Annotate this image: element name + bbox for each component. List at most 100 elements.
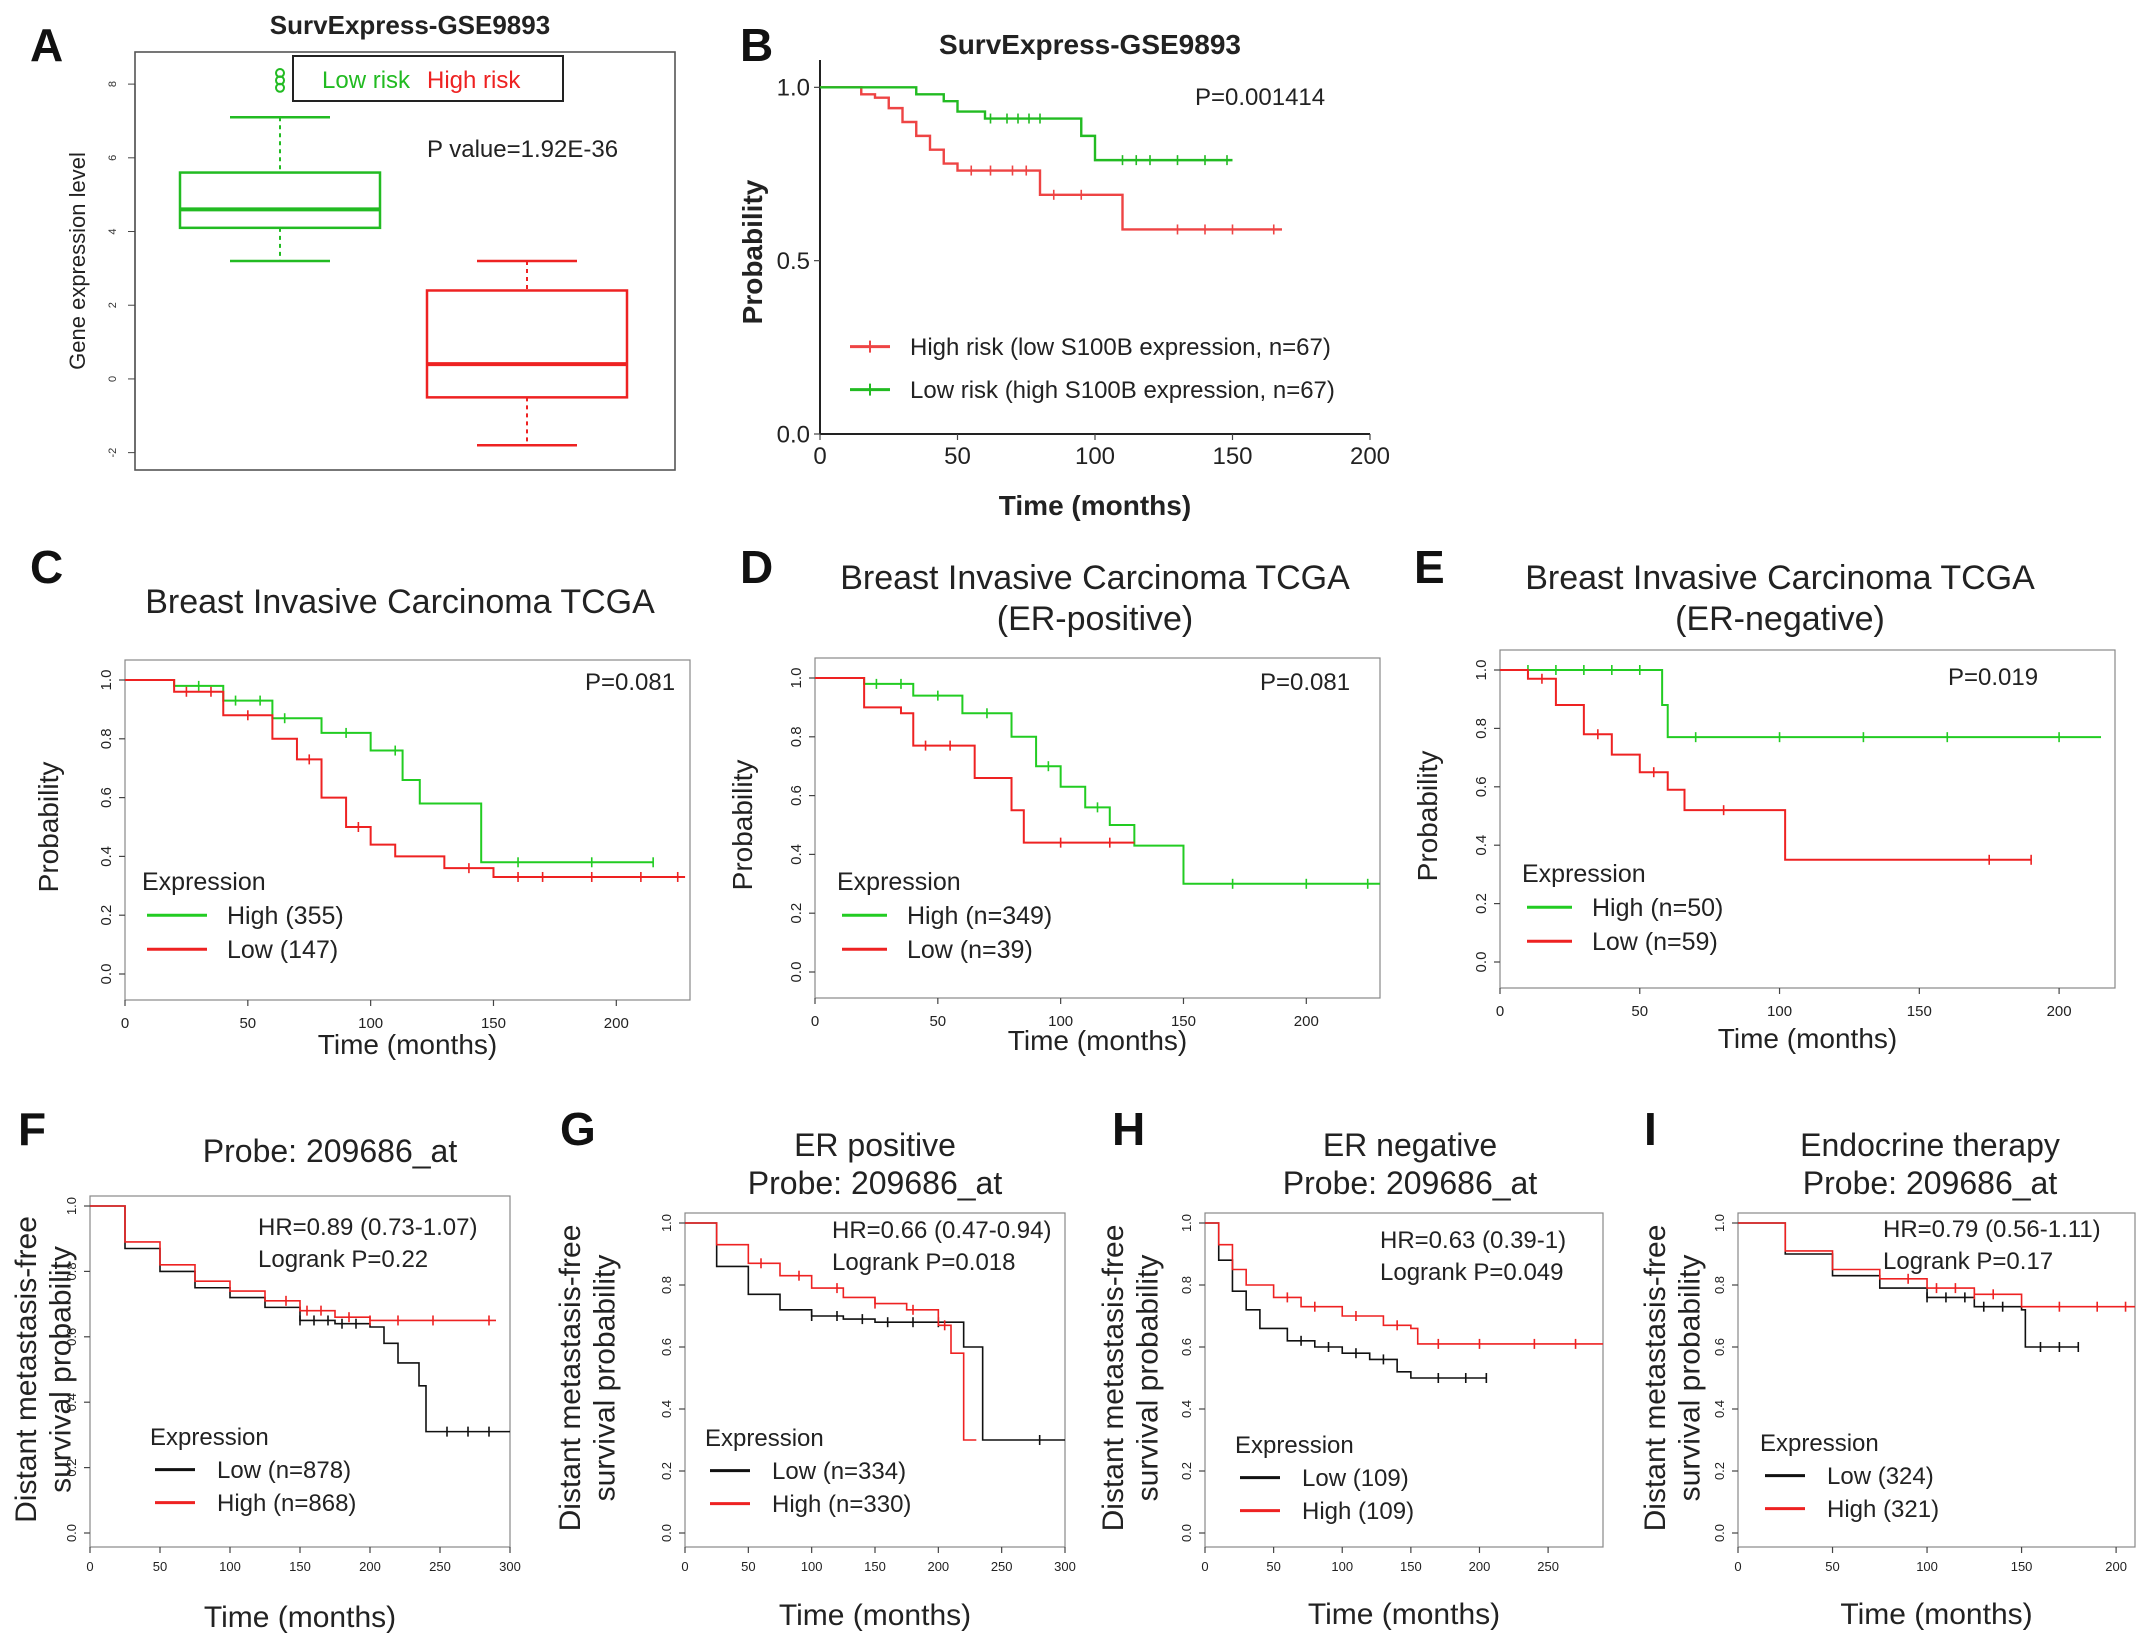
x-tick-label: 300 [1054, 1559, 1076, 1574]
y-tick-label: 0.8 [788, 726, 805, 747]
x-tick-label: 150 [1171, 1013, 1196, 1030]
legend-title: Expression [150, 1424, 269, 1451]
x-tick-label: 150 [1400, 1559, 1422, 1574]
x-tick-label: 150 [2011, 1559, 2033, 1574]
y-tick-label: 1.0 [1712, 1214, 1727, 1232]
x-tick-label: 50 [1266, 1559, 1280, 1574]
survival-curve [90, 1205, 510, 1433]
plot-frame [124, 659, 691, 1001]
plot-frame [814, 657, 1381, 999]
x-tick-label: 250 [991, 1559, 1013, 1574]
y-tick-label: 0.4 [1473, 835, 1490, 856]
y-tick-label: 0.2 [788, 903, 805, 924]
p-value-annotation: P=0.001414 [1195, 84, 1325, 111]
legend-label: Low (n=59) [1592, 928, 1718, 956]
panel-h: H ER negative Probe: 209686_at 0 50 100 150… [1090, 1090, 1630, 1651]
chart-d-svg: 0 50 100 150 200 0.0 0.2 0.4 0.6 0.8 1.0 Time (mont… [727, 657, 1381, 1056]
legend-label: Low (147) [227, 936, 338, 964]
chart-title: Probe: 209686_at [120, 1132, 540, 1170]
panel-label: E [1414, 541, 1445, 593]
survival-curve [1500, 669, 2102, 739]
x-tick-label: 150 [1212, 443, 1252, 470]
panel-b: B SurvExpress-GSE9893 0 50 100 150 200 0.0 0.5… [740, 0, 1440, 530]
x-tick-label: 150 [1907, 1003, 1932, 1020]
x-axis-title: Time (months) [1840, 1598, 2032, 1631]
x-tick-label: 100 [801, 1559, 823, 1574]
panel-label: A [30, 19, 64, 71]
chart-g-svg: 0 50 100 150 200 250 300 0.0 0.2 0.4 0.6 0.8 1.0 Time… [554, 1212, 1076, 1632]
legend-title: Expression [1235, 1432, 1354, 1459]
x-tick-label: 0 [1201, 1559, 1208, 1574]
chart-title: Breast Invasive Carcinoma TCGA (ER-negat… [1480, 558, 2080, 640]
legend-box [292, 55, 564, 102]
panel-label: G [560, 1103, 596, 1155]
survival-curve [125, 679, 686, 878]
p-value-annotation: Logrank P=0.018 [832, 1249, 1015, 1276]
panel-g: G ER positive Probe: 209686_at 0 50 100 150… [545, 1090, 1090, 1651]
x-axis-title: Time (months) [204, 1601, 396, 1634]
x-axis-title: Time (months) [1308, 1598, 1500, 1631]
y-tick-label: 0.0 [98, 964, 115, 985]
y-tick-label: 0.0 [1179, 1524, 1194, 1542]
box [425, 289, 629, 399]
legend-label: High risk (low S100B expression, n=67) [910, 334, 1331, 361]
outlier-point [275, 68, 285, 79]
y-tick-label: 0.6 [788, 785, 805, 806]
x-tick-label: 200 [1350, 443, 1390, 470]
p-value-annotation: P=0.019 [1948, 664, 2038, 691]
chart-title-line: Endocrine therapy Probe: 209686_at [1800, 1127, 2060, 1202]
y-tick-label: 0.8 [1473, 718, 1490, 739]
y-tick-label: 4 [107, 228, 119, 234]
legend-label: Low (n=878) [217, 1457, 351, 1484]
y-tick-label: 0.6 [1473, 776, 1490, 797]
p-value-annotation: HR=0.79 (0.56-1.11) [1883, 1216, 2101, 1243]
legend-label: High (109) [1302, 1498, 1414, 1525]
panel-c: C Breast Invasive Carcinoma TCGA 0 50 100 1… [0, 540, 715, 1065]
survival-curve [1205, 1222, 1487, 1379]
x-tick-label: 0 [121, 1015, 129, 1032]
y-tick-label: 0.0 [659, 1524, 674, 1542]
legend-title: Expression [1760, 1430, 1879, 1457]
y-axis-title: Probability [33, 762, 64, 893]
chart-title: Breast Invasive Carcinoma TCGA (ER-posit… [805, 558, 1385, 640]
y-tick-label: -2 [107, 448, 119, 458]
panel-label: I [1644, 1103, 1657, 1155]
legend-label: High (n=330) [772, 1491, 911, 1518]
y-tick-label: 0.6 [1712, 1338, 1727, 1356]
legend-label: Low (109) [1302, 1465, 1409, 1492]
x-tick-label: 50 [929, 1013, 946, 1030]
legend-title: Expression [705, 1425, 824, 1452]
x-tick-label: 150 [864, 1559, 886, 1574]
chart-f-svg: 0 50 100 150 200 250 300 0.0 0.2 0.4 0.6 0.8 1.0 Time… [10, 1195, 521, 1634]
x-tick-label: 250 [1537, 1559, 1559, 1574]
y-tick-label: 0.0 [1473, 952, 1490, 973]
p-value-annotation: P=0.081 [585, 669, 675, 696]
x-tick-label: 50 [1825, 1559, 1839, 1574]
x-axis-title: Time (months) [1718, 1023, 1897, 1054]
y-tick-label: 0.2 [1179, 1462, 1194, 1480]
legend-label: High (n=868) [217, 1490, 356, 1517]
chart-b-svg: 0 50 100 150 200 0.0 0.5 1.0 Time (months) Probab… [740, 60, 1390, 521]
chart-title-line: ER positive Probe: 209686_at [747, 1127, 1003, 1202]
x-tick-label: 100 [1048, 1013, 1073, 1030]
x-axis-title: Time (months) [779, 1599, 971, 1632]
plot-frame [134, 51, 676, 471]
chart-a-svg: -2 0 2 4 6 8 Gene expression level Low risk High… [65, 51, 676, 471]
y-axis-title: survival probability [1132, 1255, 1165, 1502]
x-tick-label: 200 [2105, 1559, 2127, 1574]
x-tick-label: 100 [358, 1015, 383, 1032]
chart-title: ER positive Probe: 209686_at [685, 1126, 1065, 1203]
x-tick-label: 50 [239, 1015, 256, 1032]
y-axis-title: survival probability [45, 1246, 78, 1493]
panel-e: E Breast Invasive Carcinoma TCGA (ER-neg… [1400, 540, 2150, 1065]
panel-label: F [18, 1103, 47, 1155]
x-axis-title: Time (months) [1008, 1025, 1187, 1056]
legend-label: High (355) [227, 902, 344, 930]
y-tick-label: 0.8 [1712, 1276, 1727, 1294]
y-tick-label: 6 [107, 155, 119, 161]
x-tick-label: 300 [499, 1559, 521, 1574]
panel-i: I Endocrine therapy Probe: 209686_at 0 50… [1630, 1090, 2150, 1651]
y-tick-label: 0.4 [64, 1393, 79, 1411]
y-tick-label: 0.6 [659, 1338, 674, 1356]
chart-title: SurvExpress-GSE9893 [939, 29, 1241, 60]
